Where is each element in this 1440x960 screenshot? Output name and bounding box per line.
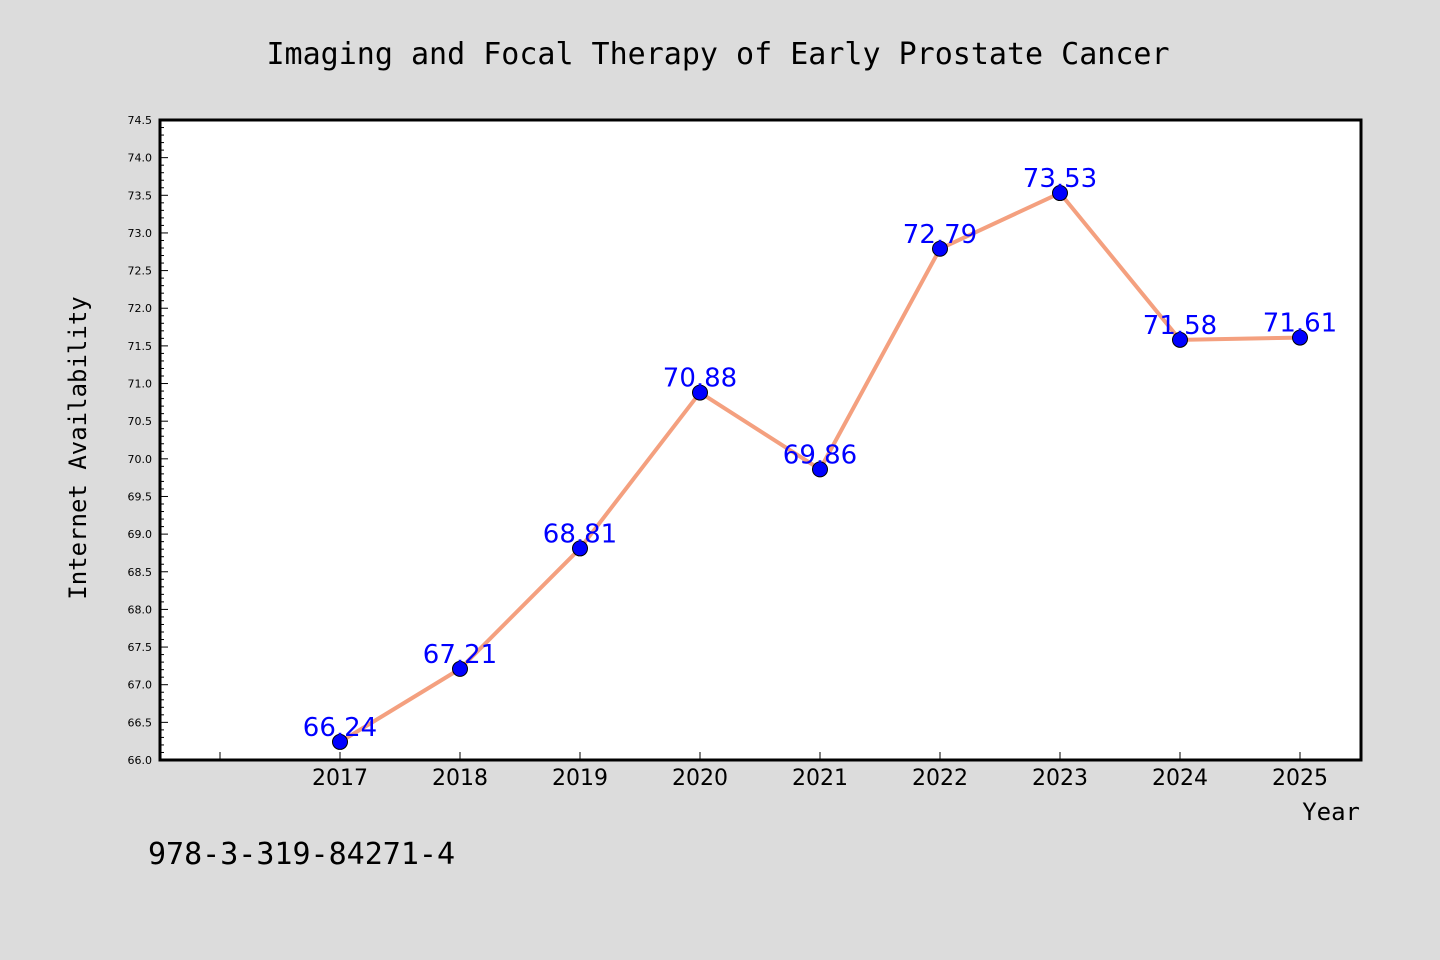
y-tick-label: 66.5 [128,716,153,729]
y-tick-label: 71.0 [128,378,153,391]
data-label: 67.21 [423,640,497,670]
footer-isbn: 978-3-319-84271-4 [148,837,455,872]
y-tick-label: 71.5 [128,340,153,353]
plot-area [158,118,1363,762]
y-tick-label: 74.5 [128,114,153,127]
x-tick-label: 2025 [1272,766,1328,791]
y-tick-label: 69.5 [128,490,153,503]
data-point [1172,331,1188,348]
y-axis-label: Internet Availability [64,296,92,599]
x-tick-label: 2021 [792,766,848,791]
x-tick-label: 2022 [912,766,968,791]
y-tick-label: 70.5 [128,415,153,428]
data-label: 71.61 [1263,309,1337,339]
data-label: 66.24 [303,713,377,743]
x-tick-label: 2020 [672,766,728,791]
x-tick-label: 2024 [1152,766,1208,791]
x-tick-label: 2019 [552,766,608,791]
y-tick-label: 66.0 [128,754,153,767]
data-point [452,660,468,677]
chart-title: Imaging and Focal Therapy of Early Prost… [266,37,1169,72]
data-point [1292,329,1308,346]
data-point [332,733,348,750]
data-label: 68.81 [543,519,617,549]
y-axis: 66.0 66.5 67.0 67.5 68.0 68.5 69.0 69.5 70.0 70.5… [128,114,168,767]
x-axis: 2017 2018 2019 2020 2021 2022 2023 2024 2025 [219,752,1328,791]
x-tick-label: 2017 [312,766,368,791]
x-tick-label: 2023 [1032,766,1088,791]
series-group: 66.24 67.21 68.81 70.88 69.86 72.79 73.53 71.58… [303,164,1337,750]
y-tick-label: 68.0 [128,603,153,616]
y-tick-label: 67.0 [128,679,153,692]
y-tick-label: 72.5 [128,265,153,278]
data-point [812,461,828,478]
y-tick-label: 72.0 [128,302,153,315]
y-tick-label: 67.5 [128,641,153,654]
data-point [932,240,948,257]
y-tick-label: 74.0 [128,152,153,165]
y-tick-label: 69.0 [128,528,153,541]
data-label: 70.88 [663,364,737,394]
x-tick-label: 2018 [432,766,488,791]
data-label: 72.79 [903,220,977,250]
y-tick-label: 70.0 [128,453,153,466]
y-tick-label: 68.5 [128,566,153,579]
data-label: 71.58 [1143,311,1217,341]
y-tick-label: 73.5 [128,189,153,202]
data-point [572,540,588,557]
x-axis-label: Year [1302,798,1360,826]
data-label: 73.53 [1023,164,1097,194]
y-tick-label: 73.0 [128,227,153,240]
data-point [1052,185,1068,202]
data-point [692,384,708,401]
data-label: 69.86 [783,440,857,470]
